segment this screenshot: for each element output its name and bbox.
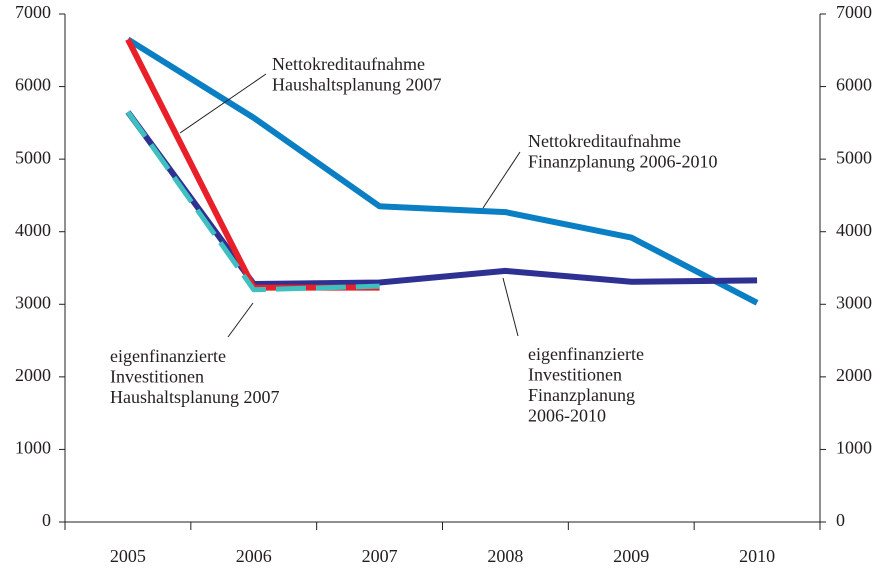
x-tick-label: 2008 bbox=[487, 546, 523, 566]
series-line bbox=[125, 110, 380, 293]
x-tick-label: 2006 bbox=[236, 546, 272, 566]
series-label: Finanzplanung 2006-2010 bbox=[528, 152, 717, 172]
series-label: Nettokreditaufnahme bbox=[272, 54, 425, 74]
x-tick-label: 2009 bbox=[613, 546, 649, 566]
series-label: Investitionen bbox=[528, 365, 622, 385]
y2-tick-label: 1000 bbox=[836, 438, 872, 458]
y-tick-label: 3000 bbox=[15, 292, 51, 312]
leader-line bbox=[502, 277, 519, 337]
y2-tick-label: 5000 bbox=[836, 147, 872, 167]
y-tick-label: 1000 bbox=[15, 438, 51, 458]
series-label: Finanzplanung bbox=[528, 385, 635, 405]
x-tick-label: 2010 bbox=[739, 546, 775, 566]
y-tick-label: 2000 bbox=[15, 365, 51, 385]
leader-line bbox=[227, 302, 254, 338]
y2-tick-label: 6000 bbox=[836, 75, 872, 95]
x-tick-label: 2005 bbox=[110, 546, 146, 566]
x-tick-label: 2007 bbox=[362, 546, 398, 566]
y2-tick-label: 0 bbox=[836, 510, 845, 530]
series-label: eigenfinanzierte bbox=[110, 346, 226, 366]
y-tick-label: 7000 bbox=[15, 2, 51, 22]
series-label: Haushaltsplanung 2007 bbox=[272, 75, 441, 95]
y-tick-label: 5000 bbox=[15, 147, 51, 167]
y2-tick-label: 2000 bbox=[836, 365, 872, 385]
leader-line bbox=[482, 151, 521, 209]
series-label: 2006-2010 bbox=[528, 406, 606, 426]
series-label: eigenfinanzierte bbox=[528, 344, 644, 364]
y-tick-label: 6000 bbox=[15, 75, 51, 95]
leader-line bbox=[179, 73, 267, 134]
y2-tick-label: 4000 bbox=[836, 220, 872, 240]
y2-tick-label: 7000 bbox=[836, 2, 872, 22]
series-label: Nettokreditaufnahme bbox=[528, 131, 681, 151]
y-tick-label: 4000 bbox=[15, 220, 51, 240]
series-label: Haushaltsplanung 2007 bbox=[110, 387, 279, 407]
y-tick-label: 0 bbox=[42, 510, 51, 530]
series-line bbox=[126, 36, 759, 306]
y2-tick-label: 3000 bbox=[836, 292, 872, 312]
series-label: Investitionen bbox=[110, 367, 204, 387]
series-line bbox=[125, 110, 758, 287]
